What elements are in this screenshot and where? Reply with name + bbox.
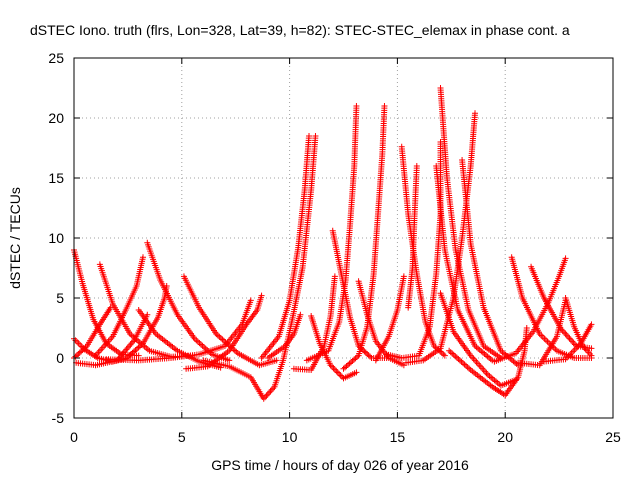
data-arc xyxy=(437,290,519,389)
y-tick-label: 25 xyxy=(48,50,64,66)
data-point-marker xyxy=(273,357,280,364)
x-tick-label: 5 xyxy=(178,429,186,445)
data-point-marker xyxy=(336,371,343,377)
data-point-marker xyxy=(413,163,420,169)
y-tick-label: 5 xyxy=(56,290,64,306)
data-point-marker xyxy=(400,273,407,280)
data-point-marker xyxy=(76,349,83,356)
x-axis: 0 5 10 15 20 25 xyxy=(70,58,621,445)
y-tick-label: 20 xyxy=(48,110,64,126)
x-tick-label: 20 xyxy=(497,429,513,445)
data-point-marker xyxy=(73,352,80,359)
data-arc xyxy=(308,313,360,382)
data-point-marker xyxy=(472,110,479,117)
data-point-marker xyxy=(226,357,233,364)
data-arc xyxy=(340,103,388,372)
data-point-marker xyxy=(331,366,338,373)
data-arc xyxy=(508,254,595,361)
data-point-marker xyxy=(82,344,89,351)
data-point-marker xyxy=(353,369,360,376)
data-arc xyxy=(528,263,595,352)
data-point-marker xyxy=(334,369,341,376)
data-arc xyxy=(103,297,254,364)
data-arc xyxy=(372,273,407,364)
data-point-marker xyxy=(72,353,79,360)
data-arc xyxy=(562,295,595,359)
data-arc xyxy=(124,283,170,360)
x-tick-label: 0 xyxy=(70,429,78,445)
data-point-marker xyxy=(562,255,569,262)
data-point-marker xyxy=(78,348,85,355)
data-point-marker xyxy=(367,353,374,360)
x-tick-label: 10 xyxy=(282,429,298,445)
data-point-marker xyxy=(339,373,346,380)
data-arc xyxy=(144,239,233,364)
data-arc xyxy=(437,85,504,361)
data-point-marker xyxy=(331,273,338,280)
data-point-marker xyxy=(337,372,344,379)
y-tick-label: 15 xyxy=(48,170,64,186)
data-point-marker xyxy=(163,283,170,289)
data-point-marker xyxy=(327,362,334,369)
x-tick-label: 15 xyxy=(390,429,406,445)
data-arc xyxy=(265,311,304,361)
data-point-marker xyxy=(333,368,340,375)
data-point-marker xyxy=(297,311,304,318)
data-point-marker xyxy=(247,297,254,304)
data-point-marker xyxy=(362,349,369,356)
data-arc xyxy=(180,273,280,369)
data-point-marker xyxy=(79,347,86,353)
data-arc xyxy=(258,133,313,361)
y-axis-label: dSTEC / TECUs xyxy=(7,187,23,289)
data-point-marker xyxy=(523,325,530,331)
data-point-marker xyxy=(139,254,146,261)
data-point-marker xyxy=(588,345,595,352)
data-markers xyxy=(71,85,595,402)
data-arc xyxy=(92,254,146,359)
data-point-marker xyxy=(381,103,388,109)
data-arc xyxy=(200,133,319,402)
data-arc xyxy=(403,110,479,366)
data-point-marker xyxy=(75,351,82,357)
chart-title: dSTEC Iono. truth (flrs, Lon=328, Lat=39… xyxy=(30,22,570,38)
data-point-marker xyxy=(588,321,595,328)
data-point-marker xyxy=(588,352,595,359)
data-arc xyxy=(541,321,595,365)
data-point-marker xyxy=(258,292,265,299)
data-point-marker xyxy=(365,352,372,359)
data-arc xyxy=(183,292,265,372)
data-arc xyxy=(290,273,338,373)
y-tick-label: 10 xyxy=(48,230,64,246)
data-arc xyxy=(433,163,496,364)
data-point-marker xyxy=(330,365,337,372)
x-axis-label: GPS time / hours of day 026 of year 2016 xyxy=(211,457,469,473)
data-arc xyxy=(303,103,360,364)
data-point-marker xyxy=(81,345,88,352)
y-axis: -5 0 5 10 15 20 25 xyxy=(48,50,613,426)
data-point-marker xyxy=(441,352,448,359)
data-point-marker xyxy=(312,133,319,139)
data-point-marker xyxy=(329,363,336,370)
x-tick-label: 25 xyxy=(605,429,621,445)
data-point-marker xyxy=(353,103,360,109)
data-point-marker xyxy=(364,351,371,357)
data-point-marker xyxy=(306,133,313,139)
y-tick-label: -5 xyxy=(52,410,65,426)
data-arc xyxy=(71,304,114,361)
y-tick-label: 0 xyxy=(56,350,64,366)
data-point-marker xyxy=(217,364,224,371)
data-arc xyxy=(405,163,420,311)
